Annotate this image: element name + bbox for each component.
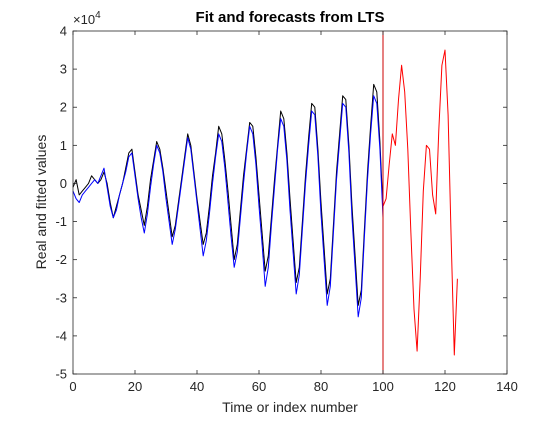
y-exponent-power: 4 <box>95 10 101 21</box>
y-tick-label: 2 <box>60 100 67 115</box>
y-exponent-label: ×104 <box>73 10 101 27</box>
y-tick-label: 4 <box>60 24 67 39</box>
y-axis-label: Real and fitted values <box>33 135 49 270</box>
series-layer <box>72 49 458 356</box>
x-tick-label: 80 <box>314 379 328 394</box>
x-axis-ticks: 0 20 40 60 80 100 120 140 <box>69 31 518 394</box>
x-tick-label: 20 <box>128 379 142 394</box>
y-tick-label: 0 <box>60 176 67 191</box>
x-tick-label: 140 <box>496 379 518 394</box>
y-axis-ticks: -5 -4 -3 -2 -1 0 1 2 3 4 <box>55 24 507 382</box>
x-tick-label: 40 <box>190 379 204 394</box>
y-exponent-base: ×10 <box>73 12 95 27</box>
y-tick-label: -4 <box>55 328 67 343</box>
x-tick-label: 0 <box>69 379 76 394</box>
chart-title: Fit and forecasts from LTS <box>196 9 385 26</box>
y-tick-label: -1 <box>55 214 67 229</box>
x-axis-label: Time or index number <box>222 399 358 415</box>
x-tick-label: 60 <box>252 379 266 394</box>
axes-box <box>72 30 508 375</box>
series-line-fitted <box>72 95 384 318</box>
y-tick-label: 1 <box>60 138 67 153</box>
y-tick-label: -3 <box>55 290 67 305</box>
y-tick-label: -2 <box>55 252 67 267</box>
y-tick-label: -5 <box>55 367 67 382</box>
x-tick-label: 100 <box>372 379 394 394</box>
y-tick-label: 3 <box>60 62 67 77</box>
x-tick-label: 120 <box>434 379 456 394</box>
series-line-forecast <box>382 49 458 356</box>
